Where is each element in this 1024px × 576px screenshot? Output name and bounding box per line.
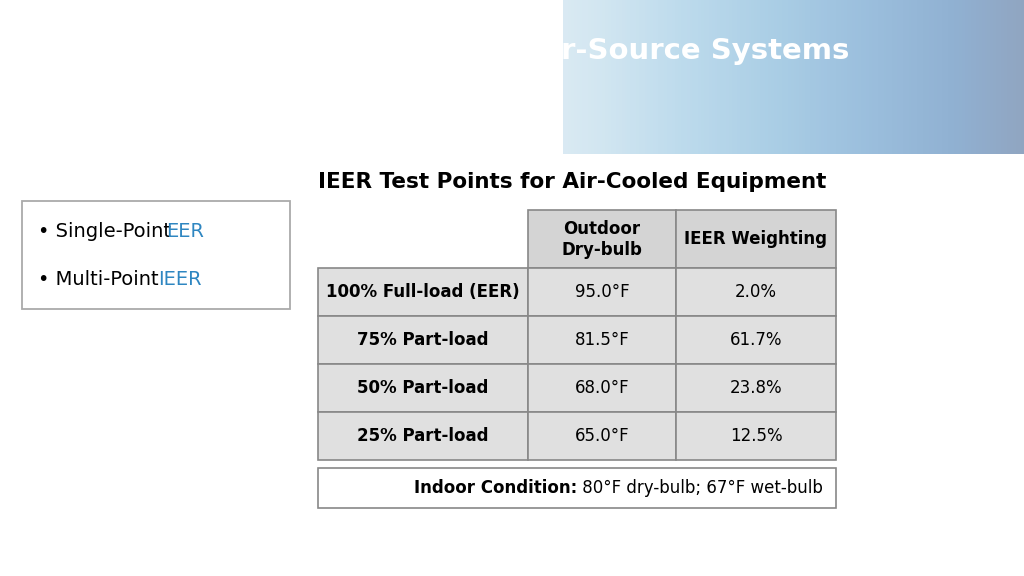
FancyBboxPatch shape — [528, 365, 676, 412]
FancyBboxPatch shape — [676, 268, 836, 316]
Text: 50% Part-load: 50% Part-load — [357, 380, 488, 397]
Text: 100% Full-load (EER): 100% Full-load (EER) — [327, 283, 520, 301]
FancyBboxPatch shape — [318, 365, 528, 412]
Text: Standard Rating Tests for VRF Air-Source Systems: Standard Rating Tests for VRF Air-Source… — [23, 37, 849, 65]
Text: 80°F dry-bulb; 67°F wet-bulb: 80°F dry-bulb; 67°F wet-bulb — [577, 479, 823, 497]
FancyBboxPatch shape — [318, 468, 836, 509]
Text: 23.8%: 23.8% — [730, 380, 782, 397]
FancyBboxPatch shape — [528, 210, 676, 268]
Text: 25% Part-load: 25% Part-load — [357, 427, 488, 445]
FancyBboxPatch shape — [676, 365, 836, 412]
Text: 95.0°F: 95.0°F — [574, 283, 630, 301]
FancyBboxPatch shape — [528, 268, 676, 316]
Text: IEER: IEER — [158, 270, 202, 289]
Text: 2.0%: 2.0% — [735, 283, 777, 301]
Text: Indoor Condition:: Indoor Condition: — [414, 479, 577, 497]
Text: EER: EER — [166, 222, 204, 241]
FancyBboxPatch shape — [528, 316, 676, 365]
Text: Outdoor
Dry-bulb: Outdoor Dry-bulb — [561, 220, 642, 259]
Text: 65.0°F: 65.0°F — [574, 427, 630, 445]
Text: IEER Test Points for Air-Cooled Equipment: IEER Test Points for Air-Cooled Equipmen… — [318, 172, 826, 192]
FancyBboxPatch shape — [318, 268, 528, 316]
Text: IEER Weighting: IEER Weighting — [684, 230, 827, 248]
Text: 61.7%: 61.7% — [730, 331, 782, 350]
FancyBboxPatch shape — [676, 210, 836, 268]
FancyBboxPatch shape — [528, 412, 676, 460]
FancyBboxPatch shape — [676, 316, 836, 365]
FancyBboxPatch shape — [318, 316, 528, 365]
Text: 75% Part-load: 75% Part-load — [357, 331, 488, 350]
FancyBboxPatch shape — [318, 412, 528, 460]
Text: Cooling Operation: Cooling Operation — [23, 101, 291, 127]
FancyBboxPatch shape — [676, 412, 836, 460]
Text: • Multi-Point: • Multi-Point — [38, 270, 165, 289]
Text: 68.0°F: 68.0°F — [574, 380, 630, 397]
Text: 81.5°F: 81.5°F — [574, 331, 630, 350]
FancyBboxPatch shape — [22, 202, 290, 309]
Text: • Single-Point: • Single-Point — [38, 222, 177, 241]
Text: 12.5%: 12.5% — [730, 427, 782, 445]
